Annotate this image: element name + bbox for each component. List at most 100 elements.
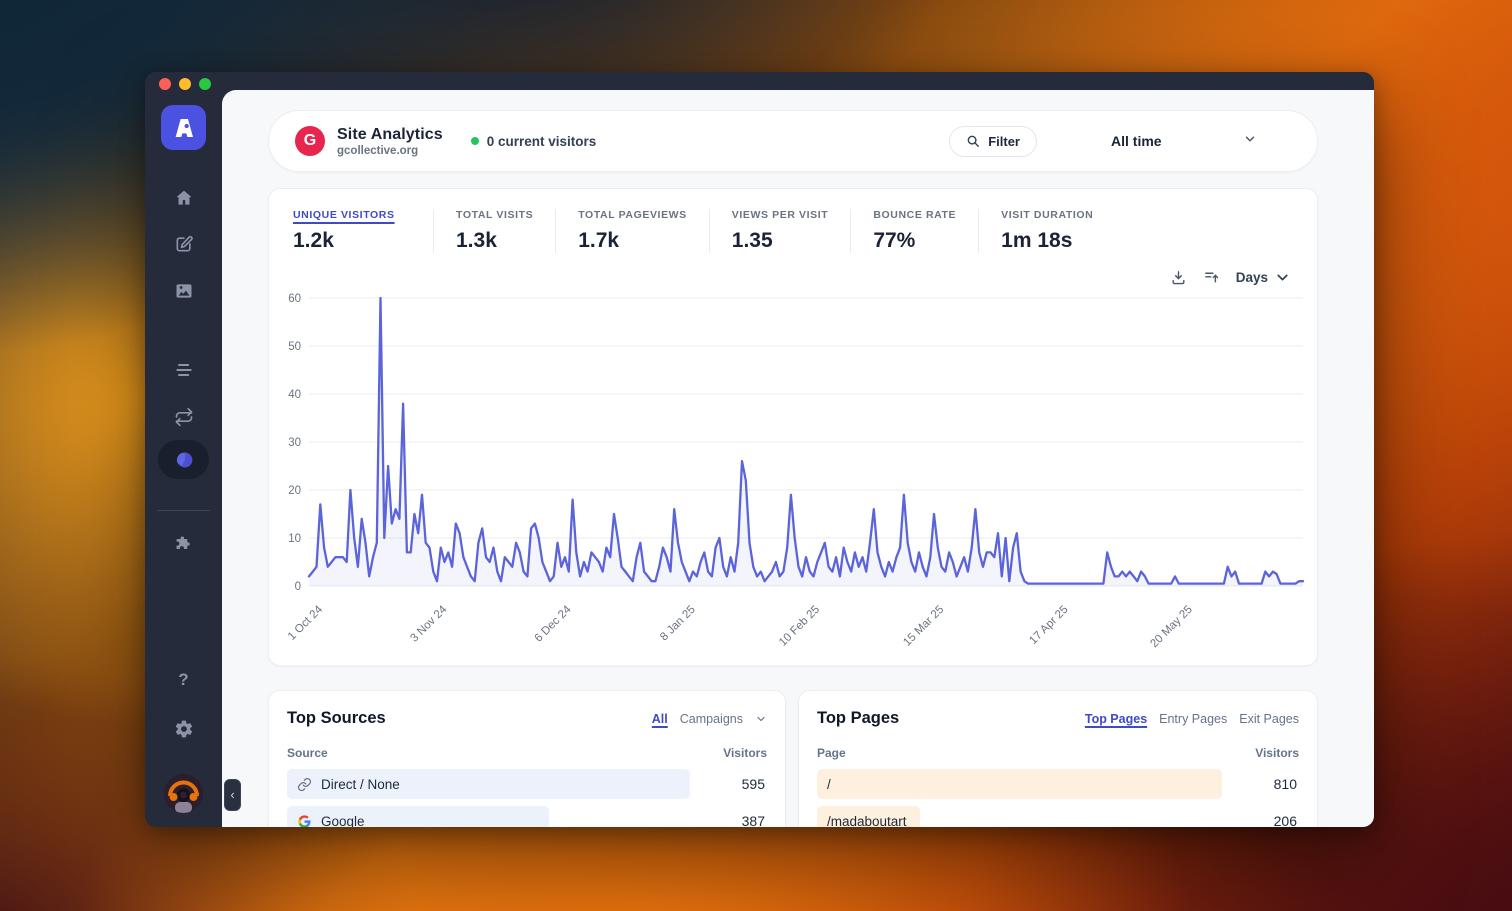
user-avatar[interactable] — [164, 774, 203, 813]
date-range-picker[interactable]: All time — [1037, 132, 1291, 151]
chat-bubble-icon — [176, 452, 192, 468]
chart-controls: Days — [1170, 269, 1291, 286]
sidebar-item-integrations[interactable] — [145, 534, 222, 554]
minimize-button[interactable] — [179, 78, 191, 90]
chevron-down-icon — [1243, 132, 1257, 151]
stat-value: 77% — [873, 229, 916, 252]
stat-value: 1m 18s — [1001, 229, 1073, 252]
sort-arrow-icon[interactable] — [1203, 269, 1220, 286]
page-title: Site Analytics — [337, 125, 443, 143]
stat-total-visits[interactable]: TOTAL VISITS 1.3k — [433, 209, 555, 253]
filter-button[interactable]: Filter — [949, 125, 1037, 157]
tab-campaigns[interactable]: Campaigns — [679, 712, 743, 726]
stat-value: 1.35 — [731, 229, 773, 252]
tab-all[interactable]: All — [651, 712, 668, 726]
row-bar — [817, 806, 921, 827]
table-row[interactable]: / 810 — [817, 769, 1299, 799]
workspace-logo[interactable] — [161, 105, 206, 150]
pages-tabs: Top Pages Entry Pages Exit Pages — [1085, 712, 1299, 726]
list-lines-icon — [175, 364, 192, 376]
stat-bounce-rate[interactable]: BOUNCE RATE 77% — [850, 209, 978, 253]
site-header: G Site Analytics gcollective.org 0 curre… — [268, 110, 1318, 172]
panel-title: Top Sources — [287, 709, 386, 727]
x-axis-tick-label: 15 Mar 25 — [901, 604, 946, 649]
site-domain: gcollective.org — [337, 144, 419, 157]
stat-label: UNIQUE VISITORS — [293, 209, 395, 221]
top-stats: UNIQUE VISITORS 1.2k TOTAL VISITS 1.3k T… — [269, 189, 1317, 253]
y-axis-tick-label: 10 — [288, 533, 301, 545]
app-window: ? ‹ — [145, 72, 1374, 827]
tab-top-pages[interactable]: Top Pages — [1084, 712, 1148, 726]
stat-value: 1.2k — [293, 229, 334, 252]
sidebar-collapse-button[interactable]: ‹ — [224, 779, 241, 811]
top-pages-panel: Top Pages Top Pages Entry Pages Exit Pag… — [798, 690, 1318, 827]
row-value: 206 — [1273, 813, 1297, 827]
column-page: Page — [817, 746, 846, 760]
tab-entry-pages[interactable]: Entry Pages — [1159, 712, 1228, 726]
x-axis-tick-label: 8 Jan 25 — [658, 604, 698, 644]
x-axis-tick-label: 10 Feb 25 — [777, 604, 822, 649]
row-label[interactable]: /madaboutart — [817, 814, 907, 828]
puzzle-icon — [176, 536, 190, 549]
pages-columns: Page Visitors — [817, 746, 1299, 760]
site-favicon: G — [295, 126, 325, 156]
row-label[interactable]: Google — [287, 814, 365, 827]
interval-dropdown[interactable]: Days — [1236, 269, 1291, 286]
help-button[interactable]: ? — [178, 670, 189, 689]
table-row[interactable]: Direct / None 595 — [287, 769, 767, 799]
y-axis-tick-label: 50 — [288, 341, 301, 353]
sidebar-item-lists[interactable] — [145, 360, 222, 380]
repeat-icon — [175, 407, 192, 427]
download-icon[interactable] — [1170, 269, 1187, 286]
stat-total-pageviews[interactable]: TOTAL PAGEVIEWS 1.7k — [555, 209, 709, 253]
stat-unique-visitors[interactable]: UNIQUE VISITORS 1.2k — [293, 209, 433, 253]
sources-columns: Source Visitors — [287, 746, 767, 760]
sidebar-item-media[interactable] — [145, 281, 222, 301]
close-button[interactable] — [159, 78, 171, 90]
row-text: /madaboutart — [827, 813, 907, 828]
live-status-label: 0 current visitors — [486, 133, 597, 149]
stat-value: 1.3k — [456, 229, 497, 252]
chevron-down-icon[interactable] — [755, 713, 767, 725]
row-text: Direct / None — [321, 776, 400, 792]
stat-label: TOTAL PAGEVIEWS — [578, 209, 687, 221]
row-bar — [817, 769, 1222, 799]
gear-icon — [175, 720, 192, 738]
analytics-page: G Site Analytics gcollective.org 0 curre… — [222, 90, 1374, 827]
stat-label: BOUNCE RATE — [873, 209, 957, 221]
date-range-label: All time — [1111, 133, 1162, 149]
sources-rows: Direct / None 595 Google 387 — [287, 769, 767, 827]
row-value: 595 — [741, 776, 765, 792]
stat-label: VISIT DURATION — [1001, 209, 1094, 221]
y-axis-tick-label: 30 — [288, 437, 301, 449]
x-axis-tick-label: 3 Nov 24 — [408, 603, 449, 644]
filter-label: Filter — [988, 133, 1020, 149]
sidebar-item-chat-active[interactable] — [158, 440, 209, 479]
sidebar-item-compose[interactable] — [145, 234, 222, 254]
row-value: 810 — [1273, 776, 1297, 792]
table-row[interactable]: /madaboutart 206 — [817, 806, 1299, 827]
settings-button[interactable] — [145, 719, 222, 739]
image-icon — [176, 284, 191, 298]
site-meta[interactable]: Site Analytics gcollective.org — [337, 126, 443, 157]
column-visitors: Visitors — [723, 746, 767, 760]
visitors-chart[interactable]: 0 10 20 30 40 50 60 1 Oct 24 3 Nov 24 6 Dec 24 8 J… — [281, 289, 1307, 655]
row-label[interactable]: / — [817, 777, 831, 792]
workspace-a-icon — [175, 118, 193, 137]
stat-value: 1.7k — [578, 229, 620, 252]
row-bar — [287, 806, 550, 827]
sidebar-item-automation[interactable] — [145, 407, 222, 427]
sidebar-item-home[interactable] — [145, 188, 222, 208]
stat-visit-duration[interactable]: VISIT DURATION 1m 18s — [978, 209, 1115, 253]
tab-exit-pages[interactable]: Exit Pages — [1239, 712, 1299, 726]
metrics-card: UNIQUE VISITORS 1.2k TOTAL VISITS 1.3k T… — [268, 188, 1318, 666]
zoom-button[interactable] — [199, 78, 211, 90]
table-row[interactable]: Google 387 — [287, 806, 767, 827]
row-label[interactable]: Direct / None — [287, 777, 400, 792]
chart-area-fill — [309, 298, 1303, 586]
sources-tabs: All Campaigns — [652, 712, 767, 726]
current-visitors[interactable]: 0 current visitors — [470, 133, 597, 149]
stat-views-per-visit[interactable]: VIEWS PER VISIT 1.35 — [708, 209, 851, 253]
line-chart[interactable]: 0 10 20 30 40 50 60 1 Oct 24 3 Nov 24 6 Dec 24 8 J… — [281, 289, 1307, 655]
compose-icon — [176, 235, 193, 252]
